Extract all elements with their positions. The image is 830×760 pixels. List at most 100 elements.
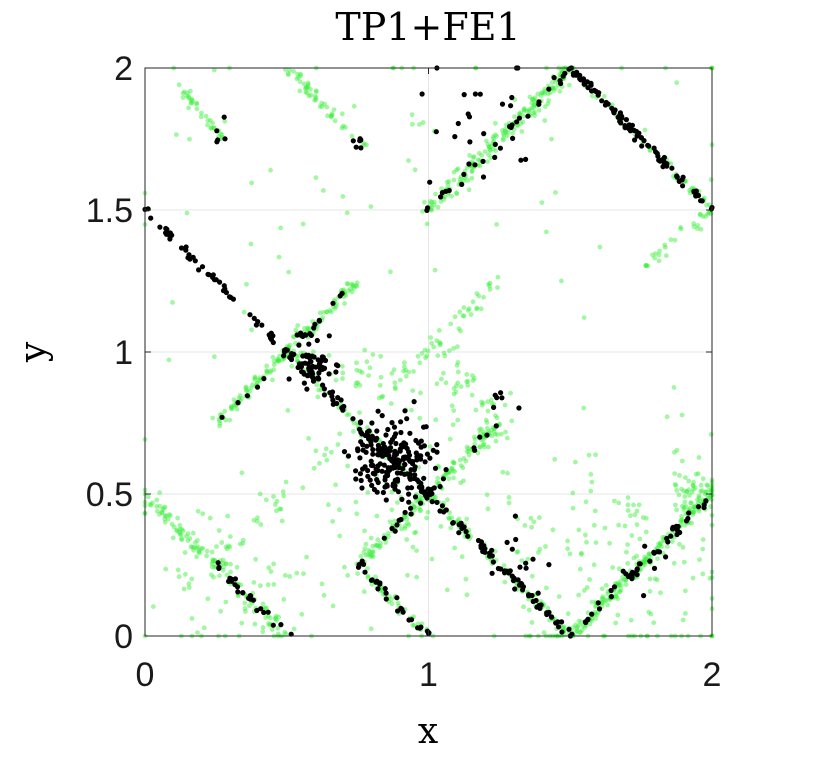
scatter-point	[363, 541, 369, 547]
scatter-point	[451, 391, 457, 397]
scatter-point	[324, 309, 330, 315]
scatter-point	[530, 97, 535, 102]
scatter-point	[494, 415, 500, 421]
scatter-point	[682, 494, 688, 499]
scatter-point	[467, 139, 473, 145]
scatter-point	[208, 572, 214, 578]
scatter-point	[345, 453, 352, 459]
scatter-point	[430, 447, 436, 453]
scatter-point	[240, 590, 246, 596]
scatter-point	[368, 204, 374, 210]
scatter-point	[317, 104, 323, 109]
scatter-point	[535, 590, 541, 596]
scatter-point	[397, 448, 403, 454]
scatter-point	[192, 258, 198, 264]
scatter-point	[176, 574, 182, 580]
scatter-point	[707, 487, 712, 493]
scatter-point	[388, 439, 394, 445]
scatter-point	[631, 502, 636, 508]
scatter-point	[413, 498, 419, 504]
scatter-point	[431, 199, 437, 205]
scatter-point	[615, 596, 621, 602]
scatter-point	[465, 111, 471, 117]
scatter-point	[588, 488, 594, 494]
scatter-point	[673, 502, 678, 508]
scatter-point	[550, 85, 556, 91]
scatter-point	[229, 404, 234, 410]
scatter-point	[584, 585, 590, 590]
scatter-point	[303, 89, 309, 95]
scatter-point	[461, 92, 467, 98]
scatter-point	[495, 274, 501, 280]
scatter-point	[402, 408, 408, 414]
scatter-point	[375, 543, 380, 548]
scatter-point	[189, 100, 195, 106]
scatter-point	[286, 72, 291, 78]
scatter-point	[232, 576, 238, 582]
scatter-point	[271, 561, 276, 567]
scatter-point	[187, 536, 193, 541]
scatter-point	[451, 346, 456, 351]
scatter-point	[538, 602, 544, 608]
scatter-point	[409, 112, 415, 118]
scatter-point	[408, 485, 415, 491]
scatter-point	[643, 529, 649, 535]
scatter-point	[214, 544, 219, 549]
scatter-point	[329, 309, 334, 315]
scatter-point	[315, 375, 321, 381]
scatter-point	[620, 574, 625, 580]
scatter-point	[374, 513, 380, 519]
scatter-point	[433, 129, 439, 135]
scatter-point	[303, 85, 308, 91]
scatter-point	[255, 319, 261, 325]
scatter-point	[314, 337, 320, 344]
scatter-point	[215, 560, 221, 566]
scatter-point	[695, 471, 701, 476]
scatter-point	[611, 108, 617, 114]
scatter-point	[477, 427, 482, 432]
scatter-point	[656, 157, 662, 163]
scatter-point	[368, 535, 374, 541]
scatter-point	[223, 561, 229, 566]
scatter-point	[305, 325, 310, 331]
scatter-point	[346, 288, 351, 294]
scatter-point	[217, 421, 223, 426]
scatter-point	[476, 150, 482, 156]
scatter-point	[447, 436, 453, 442]
scatter-point	[695, 192, 702, 199]
scatter-point	[422, 347, 428, 353]
scatter-point	[491, 146, 496, 152]
scatter-point	[623, 577, 628, 583]
scatter-point	[321, 188, 326, 193]
scatter-point	[189, 96, 195, 102]
scatter-point	[166, 357, 172, 363]
scatter-point	[217, 573, 222, 579]
scatter-point	[283, 631, 289, 637]
scatter-point	[450, 520, 456, 526]
scatter-point	[651, 620, 657, 626]
scatter-point	[222, 136, 228, 142]
scatter-point	[543, 544, 548, 549]
scatter-point	[278, 622, 284, 628]
scatter-point	[697, 498, 703, 504]
scatter-point	[191, 547, 197, 553]
scatter-point	[267, 370, 273, 375]
scatter-point	[674, 173, 680, 179]
scatter-point	[648, 611, 654, 617]
scatter-point	[556, 624, 562, 630]
scatter-point	[437, 483, 443, 490]
scatter-point	[186, 581, 192, 587]
scatter-point	[214, 128, 220, 134]
scatter-point	[212, 564, 218, 570]
scatter-point	[425, 509, 431, 515]
scatter-point	[458, 480, 464, 486]
scatter-point	[656, 541, 661, 547]
scatter-point	[451, 169, 457, 175]
scatter-point	[672, 482, 678, 487]
scatter-point	[668, 161, 674, 167]
scatter-point	[384, 471, 390, 478]
scatter-point	[464, 592, 470, 598]
scatter-point	[679, 458, 685, 464]
scatter-point	[210, 557, 216, 562]
scatter-point	[406, 499, 412, 505]
